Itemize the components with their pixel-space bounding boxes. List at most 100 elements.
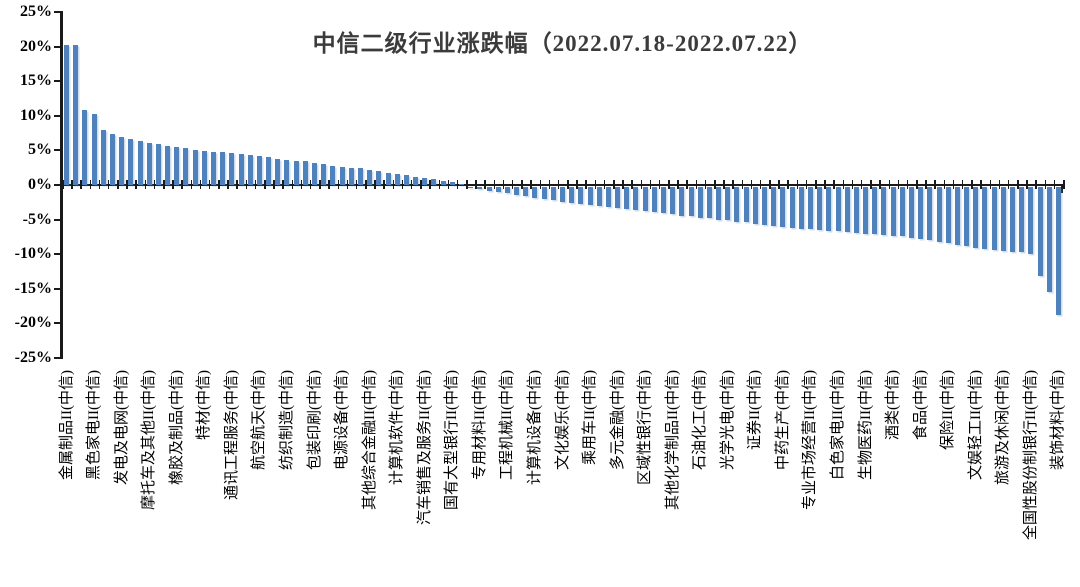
bar	[339, 167, 345, 185]
category-tick	[567, 180, 569, 189]
y-axis-tick	[54, 253, 60, 256]
bar	[514, 186, 520, 195]
bar	[991, 186, 997, 251]
category-tick	[80, 180, 82, 189]
y-axis-tick	[54, 80, 60, 83]
category-tick	[117, 180, 119, 189]
category-tick	[906, 180, 909, 189]
bar	[605, 186, 611, 208]
x-axis-label: 纺织制造(中信)	[278, 370, 295, 470]
bar	[146, 142, 152, 185]
category-tick	[71, 180, 73, 189]
bar	[532, 186, 538, 198]
x-axis-label: 文娱轻工II(中信)	[967, 370, 984, 480]
category-tick	[741, 180, 744, 189]
bar	[275, 158, 281, 185]
y-axis-tick-label: 20%	[20, 37, 52, 55]
bar	[431, 179, 437, 185]
bar	[293, 160, 299, 185]
y-axis-tick	[54, 287, 60, 290]
category-tick	[723, 180, 725, 189]
category-tick	[860, 180, 863, 189]
category-tick	[961, 180, 964, 189]
category-tick	[346, 180, 349, 189]
category-tick	[420, 180, 422, 189]
bar	[449, 182, 455, 185]
category-tick	[668, 180, 670, 189]
x-axis-label: 金属制品II(中信)	[58, 370, 75, 480]
bar	[780, 186, 786, 227]
bar	[155, 144, 161, 185]
bar	[91, 113, 97, 185]
category-tick	[585, 180, 587, 189]
category-tick	[273, 180, 275, 189]
bar	[651, 186, 657, 213]
category-tick	[576, 180, 578, 189]
bar	[853, 186, 859, 233]
x-axis-label: 计算机设备(中信)	[526, 370, 543, 485]
category-tick	[190, 180, 193, 189]
category-tick	[365, 180, 367, 189]
category-tick	[1007, 180, 1010, 189]
category-tick	[833, 180, 835, 189]
x-axis-label: 中药生产(中信)	[774, 370, 791, 470]
y-axis-tick-label: -5%	[22, 210, 52, 228]
bar	[238, 153, 244, 185]
bar	[137, 141, 143, 185]
y-axis-tick	[54, 114, 60, 117]
y-axis-tick-label: -15%	[14, 279, 52, 297]
category-tick	[374, 180, 376, 189]
category-tick	[383, 180, 385, 189]
bar	[624, 186, 630, 210]
y-axis-tick	[54, 322, 60, 325]
category-tick	[282, 180, 284, 189]
category-tick	[1044, 180, 1047, 189]
x-axis-label: 黑色家电II(中信)	[86, 370, 103, 480]
category-tick	[126, 180, 128, 189]
bar	[100, 129, 106, 185]
category-tick	[410, 180, 413, 189]
x-axis-label: 装饰材料(中信)	[1050, 370, 1067, 470]
x-axis-label: 航空航天(中信)	[251, 370, 268, 470]
bar	[266, 157, 272, 185]
category-tick	[401, 180, 404, 189]
bar	[165, 145, 171, 185]
bar	[229, 153, 235, 185]
bar	[192, 149, 198, 185]
category-tick	[989, 180, 992, 189]
bar	[697, 186, 703, 218]
category-tick	[539, 180, 542, 189]
bar	[706, 186, 712, 219]
y-axis-tick-label: 10%	[20, 106, 52, 124]
category-tick	[805, 180, 808, 189]
bar	[762, 186, 768, 225]
category-tick	[732, 180, 734, 189]
y-axis-tick-label: 25%	[20, 3, 52, 20]
bar	[633, 186, 639, 211]
x-axis-label: 区域性银行(中信)	[637, 370, 654, 485]
chart-title: 中信二级行业涨跌幅（2022.07.18-2022.07.22）	[312, 31, 813, 56]
bar	[716, 186, 722, 220]
bar	[817, 186, 823, 231]
category-tick	[548, 180, 551, 189]
bar	[73, 44, 79, 185]
bar	[486, 186, 492, 191]
bar	[357, 168, 363, 185]
bar	[523, 186, 529, 197]
bar	[413, 176, 419, 185]
category-tick	[934, 180, 936, 189]
bar	[302, 161, 308, 185]
category-tick	[879, 180, 881, 189]
bar	[807, 186, 813, 230]
category-tick	[172, 180, 174, 189]
category-tick	[815, 180, 817, 189]
category-tick	[631, 180, 633, 189]
category-tick	[493, 180, 496, 189]
category-tick	[677, 180, 679, 189]
y-axis-tick	[54, 184, 60, 186]
bar	[771, 186, 777, 226]
bar	[82, 109, 88, 185]
category-tick	[475, 180, 477, 189]
category-tick	[759, 180, 762, 189]
y-axis-tick-label: -10%	[14, 245, 52, 263]
